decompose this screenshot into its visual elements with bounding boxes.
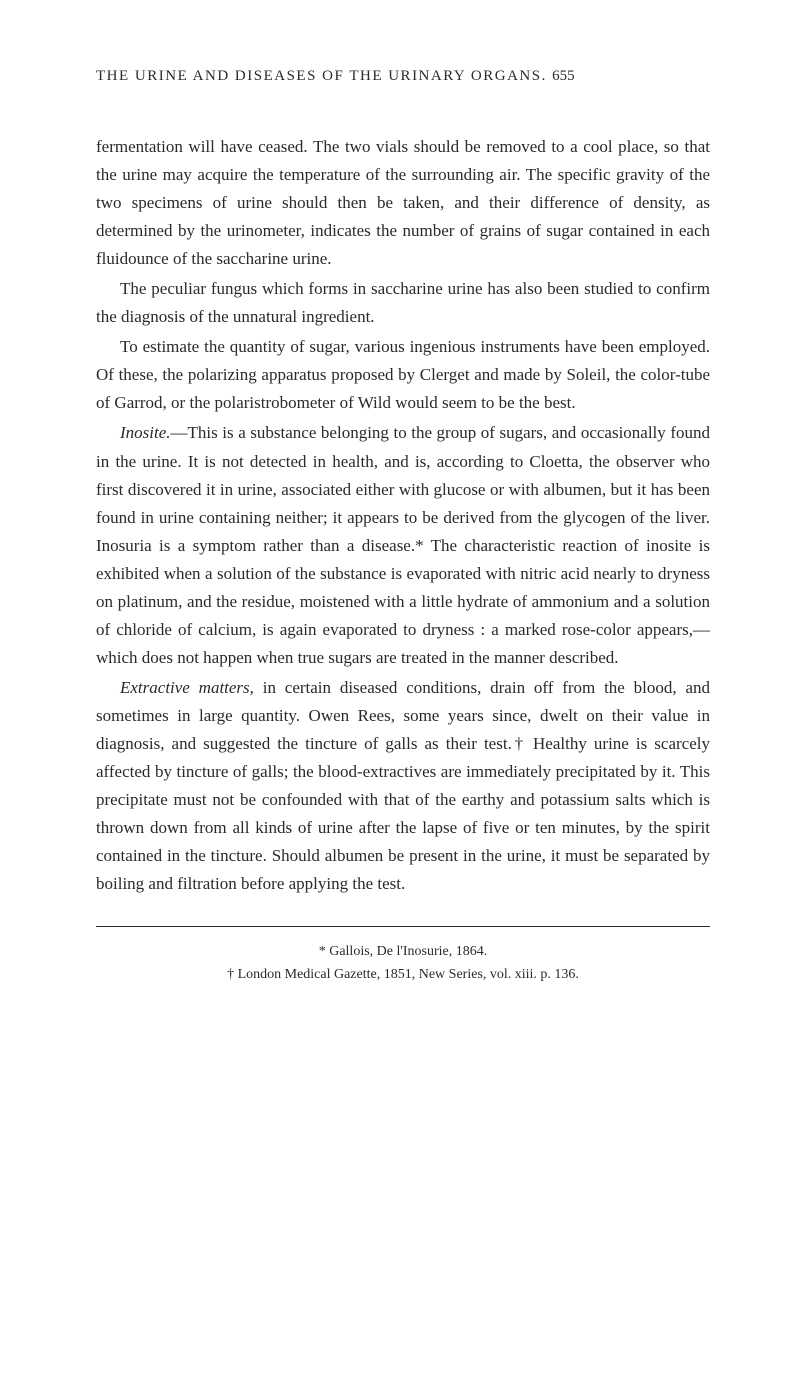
paragraph-2-text: The peculiar fungus which forms in sacch… xyxy=(96,279,710,326)
paragraph-4: Inosite.—This is a substance belonging t… xyxy=(96,419,710,671)
body-text: fermentation will have ceased. The two v… xyxy=(96,133,710,898)
paragraph-4-body: —This is a substance belonging to the gr… xyxy=(96,423,710,666)
paragraph-2: The peculiar fungus which forms in sacch… xyxy=(96,275,710,331)
paragraph-1-text: fermentation will have ceased. The two v… xyxy=(96,137,710,268)
page-number: 655 xyxy=(552,68,575,84)
inosite-term: Inosite. xyxy=(120,423,171,442)
footnote-divider xyxy=(96,926,710,927)
paragraph-1: fermentation will have ceased. The two v… xyxy=(96,133,710,273)
header-title: THE URINE AND DISEASES OF THE URINARY OR… xyxy=(96,68,547,84)
paragraph-3-text: To estimate the quantity of sugar, vario… xyxy=(96,337,710,412)
paragraph-5-body: in certain diseased conditions, drain of… xyxy=(96,678,710,893)
page-header: THE URINE AND DISEASES OF THE URINARY OR… xyxy=(96,68,710,85)
paragraph-5: Extractive matters, in certain diseased … xyxy=(96,674,710,898)
footnotes: * Gallois, De l'Inosurie, 1864. † London… xyxy=(96,941,710,986)
extractive-term: Extractive matters, xyxy=(120,678,254,697)
footnote-1: * Gallois, De l'Inosurie, 1864. xyxy=(96,941,710,963)
footnote-2: † London Medical Gazette, 1851, New Seri… xyxy=(96,964,710,986)
paragraph-3: To estimate the quantity of sugar, vario… xyxy=(96,333,710,417)
